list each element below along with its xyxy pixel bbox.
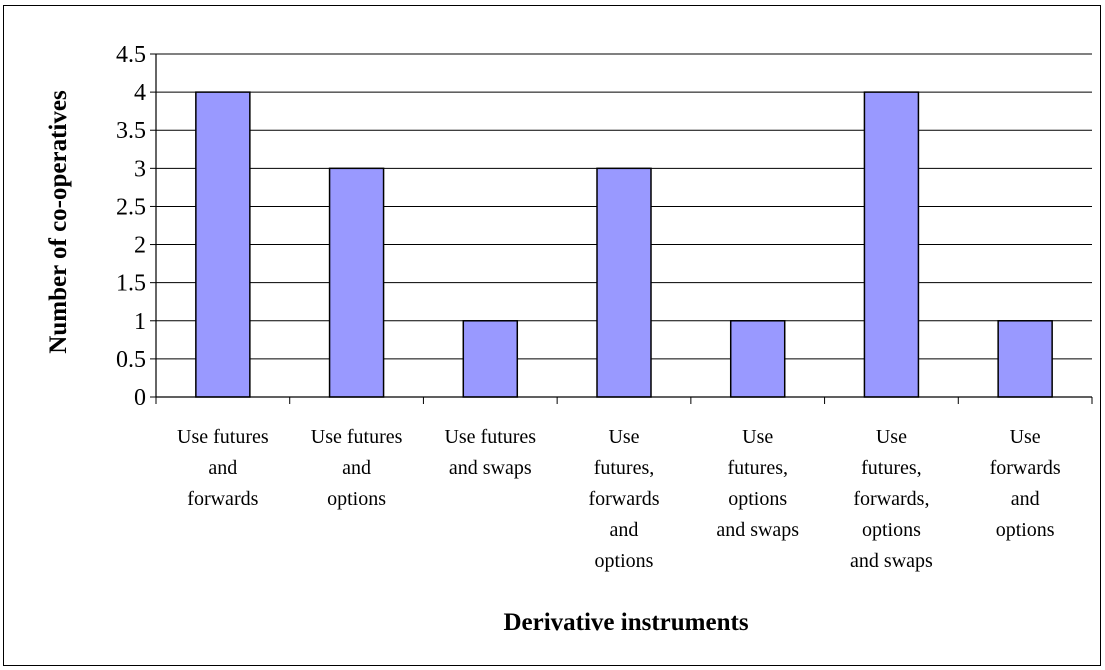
bar	[462, 320, 519, 398]
bar	[328, 167, 385, 398]
y-tick-label: 3	[134, 156, 146, 182]
x-category-label: Use futures, forwards, options and swaps	[850, 426, 933, 572]
x-category-label: Use futures, options and swaps	[716, 426, 799, 541]
x-category-label: Use futures and options	[311, 426, 403, 510]
bar	[195, 91, 251, 398]
x-category-label: Use futures, forwards and options	[588, 426, 659, 572]
y-axis-title: Number of co-operatives	[45, 90, 72, 354]
y-tick-label: 0.5	[116, 347, 146, 373]
bar	[863, 91, 920, 398]
y-tick-label: 2.5	[116, 194, 146, 220]
y-tick-label: 1.5	[116, 271, 146, 297]
x-category-label: Use futures and swaps	[444, 426, 536, 479]
x-axis-title: Derivative instruments	[503, 609, 748, 636]
axes	[150, 53, 1093, 404]
x-category-label: Use forwards and options	[990, 426, 1061, 541]
bar	[997, 320, 1053, 398]
y-tick-label: 4.5	[116, 42, 146, 68]
y-tick-label: 4	[134, 80, 146, 106]
x-category-label: Use futures and forwards	[177, 426, 269, 510]
bar	[596, 167, 652, 398]
y-tick-labels: 0 0.5 1 1.5 2 2.5 3 3.5 4 4.5	[116, 42, 146, 411]
y-tick-label: 1	[134, 309, 146, 335]
bar	[729, 320, 786, 398]
bars	[195, 91, 1053, 398]
x-category-labels: Use futures and forwards Use futures and opti…	[177, 426, 1061, 572]
y-tick-label: 2	[134, 233, 146, 259]
y-tick-label: 3.5	[116, 118, 146, 144]
y-tick-label: 0	[134, 385, 146, 411]
